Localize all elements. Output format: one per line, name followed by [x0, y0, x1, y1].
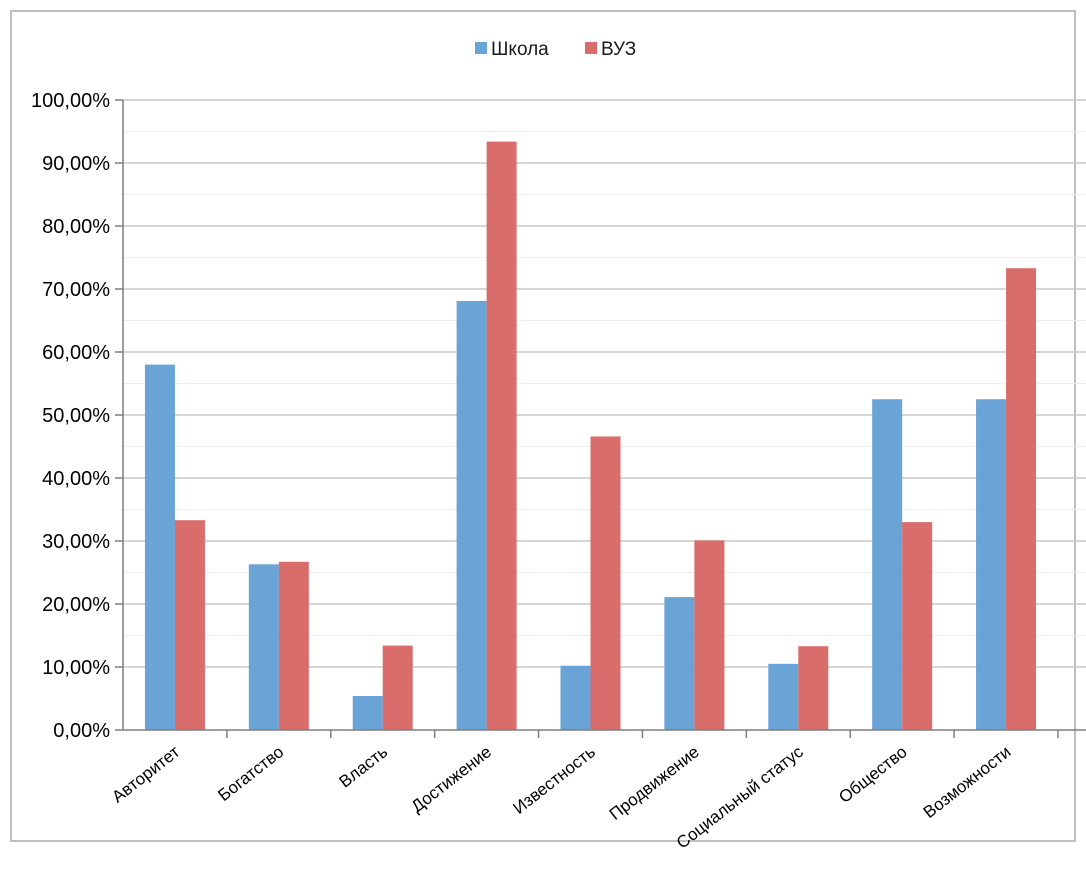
legend-label: ВУЗ [601, 39, 636, 60]
bar-vuz-7 [798, 646, 829, 730]
y-tick-label: 40,00% [42, 468, 110, 490]
bar-vuz-9 [1006, 268, 1037, 730]
x-tick-label: Общество [835, 742, 910, 807]
axes: 0,00% 10,00% 20,00% 30,00% 40,00% 50,00% 60,00… [31, 90, 1086, 853]
y-tick-label: 50,00% [42, 405, 110, 427]
x-tick-label: Достижение [408, 742, 495, 816]
x-tick-label: Богатство [214, 742, 287, 805]
bar-shkola-3 [352, 695, 383, 730]
bar-vuz-4 [486, 141, 517, 730]
legend-label: Школа [491, 39, 549, 60]
bar-shkola-9 [976, 399, 1007, 730]
bar-shkola-6 [664, 597, 695, 730]
y-tick-label: 80,00% [42, 216, 110, 238]
x-tick-label: Известность [510, 742, 599, 818]
bar-shkola-5 [560, 665, 591, 730]
bar-vuz-8 [902, 522, 933, 730]
bar-shkola-4 [456, 300, 487, 730]
bar-vuz-3 [382, 645, 413, 730]
y-tick-label: 0,00% [53, 720, 110, 742]
bar-vuz-6 [694, 540, 725, 730]
y-tick-label: 60,00% [42, 342, 110, 364]
bar-shkola-1 [144, 364, 175, 730]
y-tick-label: 100,00% [31, 90, 110, 112]
legend-swatch [475, 42, 487, 54]
x-tick-label: Авторитет [108, 742, 183, 807]
bar-shkola-8 [872, 399, 903, 730]
x-tick-label: Власть [335, 742, 391, 791]
bars [144, 141, 1037, 730]
legend-swatch [585, 42, 597, 54]
bar-vuz-1 [174, 520, 205, 730]
bar-shkola-2 [248, 564, 279, 730]
y-tick-label: 70,00% [42, 279, 110, 301]
bar-vuz-2 [278, 561, 309, 730]
bar-shkola-7 [768, 663, 799, 730]
y-tick-label: 20,00% [42, 594, 110, 616]
y-tick-label: 30,00% [42, 531, 110, 553]
y-tick-label: 10,00% [42, 657, 110, 679]
x-tick-label: Возможности [920, 742, 1015, 822]
y-tick-label: 90,00% [42, 153, 110, 175]
legend: Школа ВУЗ [475, 39, 636, 60]
bar-vuz-5 [590, 436, 621, 730]
x-tick-label: Продвижение [606, 742, 703, 824]
